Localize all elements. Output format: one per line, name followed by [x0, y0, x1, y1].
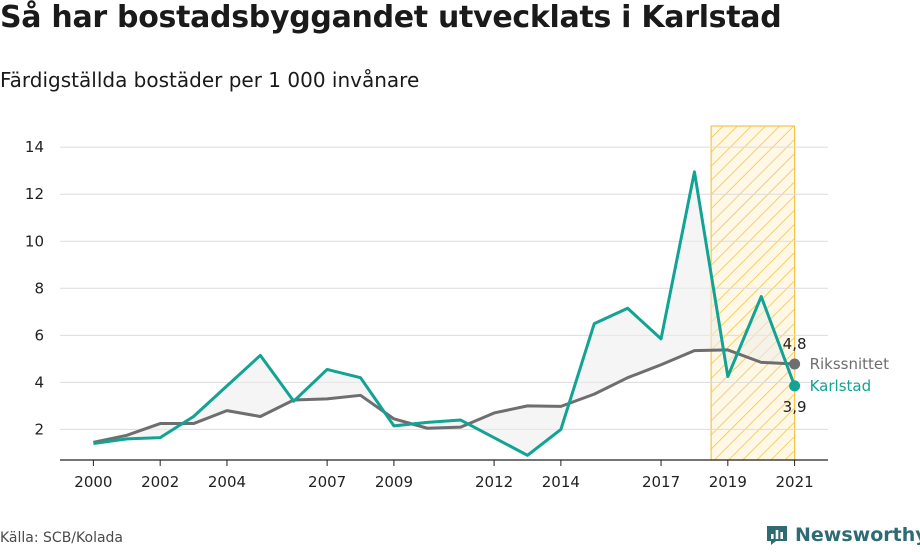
x-tick-label: 2012: [475, 473, 513, 491]
y-tick-label: 10: [25, 232, 44, 250]
x-tick-label: 2014: [542, 473, 580, 491]
x-tick-label: 2019: [709, 473, 747, 491]
brand-logo[interactable]: Newsworthy: [765, 519, 920, 551]
y-tick-label: 4: [34, 373, 44, 391]
chart-subtitle: Färdigställda bostäder per 1 000 invånar…: [0, 68, 420, 92]
end-point-karlstad: [789, 380, 801, 392]
x-tick-label: 2000: [74, 473, 112, 491]
x-tick-label: 2021: [776, 473, 814, 491]
series-label-rikssnittet: Rikssnittet: [810, 355, 890, 373]
difference-area: [93, 171, 795, 456]
value-label-rikssnittet: 4,8: [783, 335, 807, 353]
end-point-rikssnittet: [789, 358, 801, 370]
y-tick-label: 14: [25, 138, 44, 156]
y-tick-label: 8: [34, 279, 44, 297]
series-line-karlstad: [93, 170, 797, 457]
brand-name: Newsworthy: [795, 524, 920, 546]
x-tick-label: 2004: [208, 473, 246, 491]
x-tick-label: 2007: [308, 473, 346, 491]
source-note: Källa: SCB/Kolada: [0, 530, 124, 546]
x-tick-label: 2002: [141, 473, 179, 491]
series-label-karlstad: Karlstad: [810, 377, 872, 395]
series-line-rikssnittet: [93, 348, 795, 444]
y-tick-label: 6: [34, 326, 44, 344]
x-tick-label: 2009: [375, 473, 413, 491]
y-tick-label: 12: [25, 185, 44, 203]
newsworthy-logo-icon: [767, 526, 787, 545]
chart-title: Så har bostadsbyggandet utvecklats i Kar…: [0, 0, 782, 35]
value-label-karlstad: 3,9: [783, 398, 807, 416]
line-chart: 2 4 6 8 10 12 14 2000 2002 2004 2007 2009 2012 2014 20…: [25, 125, 890, 491]
x-tick-label: 2017: [642, 473, 680, 491]
y-tick-label: 2: [34, 420, 44, 438]
